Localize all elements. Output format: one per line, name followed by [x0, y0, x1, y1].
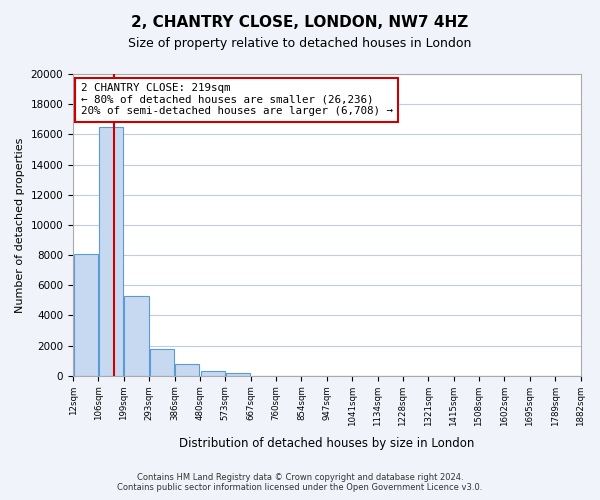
- Text: Contains HM Land Registry data © Crown copyright and database right 2024.
Contai: Contains HM Land Registry data © Crown c…: [118, 473, 482, 492]
- Text: 2, CHANTRY CLOSE, LONDON, NW7 4HZ: 2, CHANTRY CLOSE, LONDON, NW7 4HZ: [131, 15, 469, 30]
- Y-axis label: Number of detached properties: Number of detached properties: [15, 137, 25, 312]
- Bar: [175, 364, 199, 376]
- Bar: [99, 127, 123, 376]
- Bar: [74, 254, 98, 376]
- X-axis label: Distribution of detached houses by size in London: Distribution of detached houses by size …: [179, 437, 475, 450]
- Text: Size of property relative to detached houses in London: Size of property relative to detached ho…: [128, 38, 472, 51]
- Bar: [200, 372, 224, 376]
- Bar: [124, 296, 149, 376]
- Bar: [150, 348, 174, 376]
- Text: 2 CHANTRY CLOSE: 219sqm
← 80% of detached houses are smaller (26,236)
20% of sem: 2 CHANTRY CLOSE: 219sqm ← 80% of detache…: [80, 83, 392, 116]
- Bar: [226, 373, 250, 376]
